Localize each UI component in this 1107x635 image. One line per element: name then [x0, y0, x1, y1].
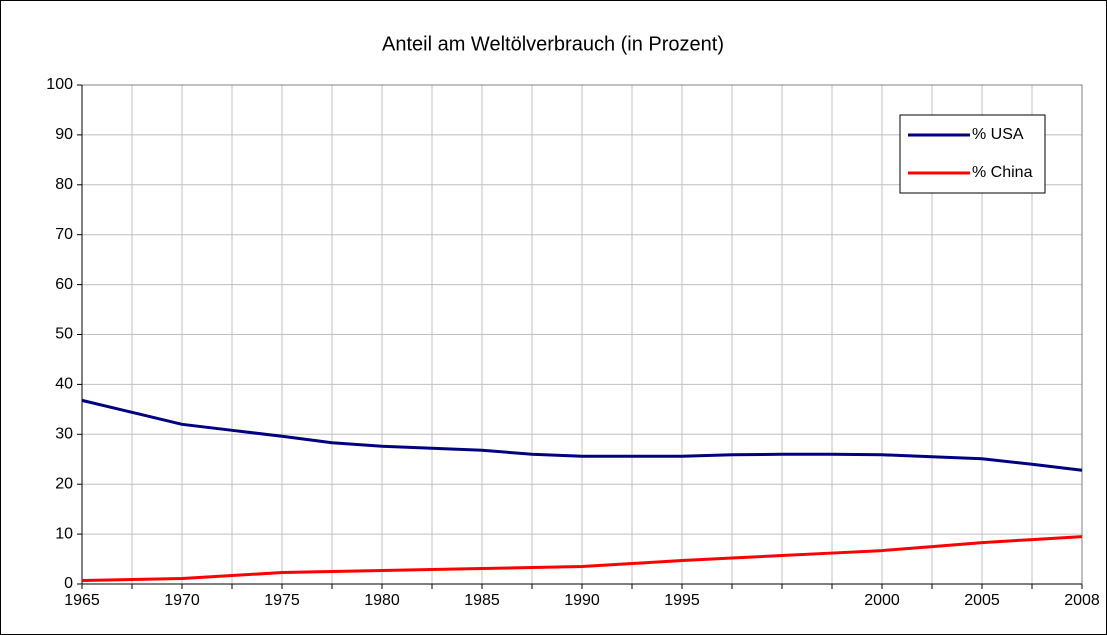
chart-title: Anteil am Weltölverbrauch (in Prozent)	[382, 33, 724, 55]
x-tick-label: 1995	[664, 592, 700, 609]
y-tick-label: 100	[46, 76, 73, 93]
y-tick-label: 80	[55, 176, 73, 193]
legend-label: % USA	[972, 126, 1024, 143]
x-tick-label: 2008	[1064, 592, 1100, 609]
line-series	[81, 535, 1083, 583]
y-tick-label: 40	[55, 376, 73, 393]
y-tick-label: 10	[55, 525, 73, 542]
x-tick-label: 2005	[964, 592, 1000, 609]
x-tick-label: 1985	[464, 592, 500, 609]
y-tick-label: 0	[64, 575, 73, 592]
line-series	[81, 398, 1083, 472]
x-tick-label: 1975	[264, 592, 300, 609]
y-tick-label: 20	[55, 475, 73, 492]
x-tick-label: 1990	[564, 592, 600, 609]
y-tick-label: 90	[55, 126, 73, 143]
x-tick-label: 2000	[864, 592, 900, 609]
y-tick-label: 70	[55, 226, 73, 243]
x-tick-label: 1965	[64, 592, 100, 609]
y-tick-label: 50	[55, 326, 73, 343]
legend-label: % China	[972, 164, 1033, 181]
x-tick-label: 1980	[364, 592, 400, 609]
legend-box	[899, 114, 1046, 194]
y-tick-label: 60	[55, 276, 73, 293]
y-tick-label: 30	[55, 426, 73, 443]
x-tick-label: 1970	[164, 592, 200, 609]
